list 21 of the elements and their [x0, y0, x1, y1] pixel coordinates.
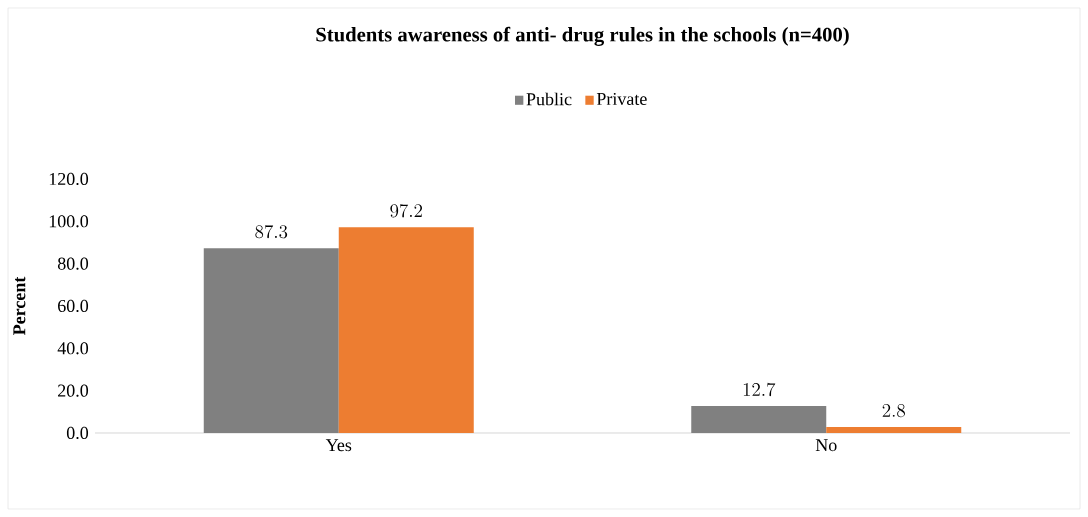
data-label: 2.8	[882, 404, 905, 418]
bar	[691, 406, 827, 433]
y-tick-label: 60.0	[58, 299, 89, 313]
x-tick-label: No	[815, 439, 837, 452]
legend-label: Public	[526, 92, 572, 106]
y-tick-label: 120.0	[49, 172, 89, 186]
y-tick-label: 0.0	[66, 426, 89, 440]
bar	[826, 427, 962, 433]
y-tick-label: 80.0	[57, 257, 89, 270]
y-axis-title: Percent	[13, 276, 26, 335]
y-tick-label: 40.0	[57, 342, 89, 355]
x-tick-label: Yes	[325, 439, 352, 452]
data-label: 87.3	[255, 224, 288, 239]
y-tick-label: 20.0	[58, 384, 89, 397]
bar	[338, 227, 474, 433]
bar	[203, 248, 339, 433]
data-label: 12.7	[743, 382, 776, 397]
legend-label: Private	[596, 92, 647, 106]
data-label: 97.2	[390, 204, 423, 218]
chart-title: Students awareness of anti- drug rules in the schools (n=400)	[316, 26, 849, 46]
y-tick-label: 100.0	[49, 215, 89, 228]
